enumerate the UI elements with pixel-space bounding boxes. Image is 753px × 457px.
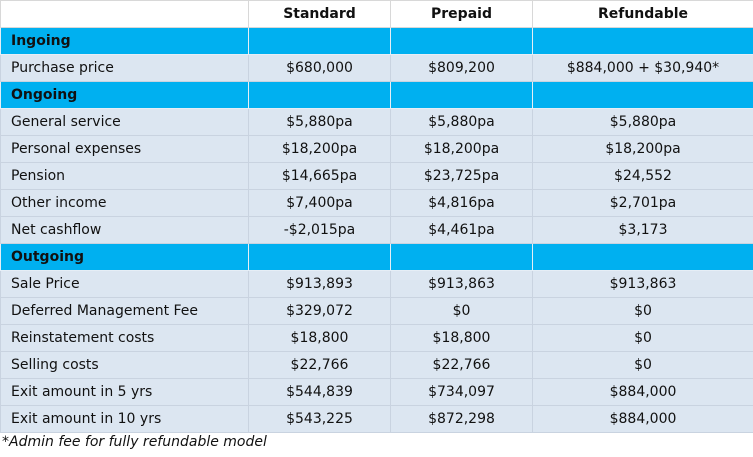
value-cell: $884,000 — [532, 405, 753, 433]
value-cell: $23,725pa — [390, 162, 533, 190]
corner-cell — [0, 0, 249, 28]
section-cell — [390, 27, 533, 55]
row-label: Exit amount in 5 yrs — [0, 378, 249, 406]
data-row: Net cashflow -$2,015pa $4,461pa $3,173 — [0, 216, 753, 244]
row-label: Exit amount in 10 yrs — [0, 405, 249, 433]
data-row: Other income $7,400pa $4,816pa $2,701pa — [0, 189, 753, 217]
value-cell: $22,766 — [248, 351, 391, 379]
row-label: Deferred Management Fee — [0, 297, 249, 325]
section-cell — [248, 27, 391, 55]
data-row: General service $5,880pa $5,880pa $5,880pa — [0, 108, 753, 136]
data-row: Selling costs $22,766 $22,766 $0 — [0, 351, 753, 379]
value-cell: $680,000 — [248, 54, 391, 82]
row-label: Other income — [0, 189, 249, 217]
data-row: Personal expenses $18,200pa $18,200pa $18,2… — [0, 135, 753, 163]
data-row: Exit amount in 10 yrs $543,225 $872,298 $88… — [0, 405, 753, 433]
value-cell: $544,839 — [248, 378, 391, 406]
data-row: Exit amount in 5 yrs $544,839 $734,097 $884… — [0, 378, 753, 406]
value-cell: $4,461pa — [390, 216, 533, 244]
value-cell: $884,000 + $30,940* — [532, 54, 753, 82]
value-cell: $543,225 — [248, 405, 391, 433]
row-label: Purchase price — [0, 54, 249, 82]
value-cell: $913,893 — [248, 270, 391, 298]
value-cell: $18,200pa — [390, 135, 533, 163]
value-cell: $5,880pa — [532, 108, 753, 136]
footnote: *Admin fee for fully refundable model — [2, 434, 267, 450]
table-body: Standard Prepaid Refundable Ingoing Purchase… — [0, 0, 753, 433]
section-cell — [390, 81, 533, 109]
comparison-table: Standard Prepaid Refundable Ingoing Purchase… — [0, 0, 753, 433]
header-row: Standard Prepaid Refundable — [0, 0, 753, 28]
value-cell: $329,072 — [248, 297, 391, 325]
value-cell: $734,097 — [390, 378, 533, 406]
section-cell — [248, 243, 391, 271]
value-cell: $0 — [532, 351, 753, 379]
column-header: Standard — [248, 0, 391, 28]
value-cell: $913,863 — [390, 270, 533, 298]
row-label: Reinstatement costs — [0, 324, 249, 352]
section-title: Outgoing — [0, 243, 249, 271]
value-cell: $0 — [532, 297, 753, 325]
value-cell: $884,000 — [532, 378, 753, 406]
section-title: Ongoing — [0, 81, 249, 109]
data-row: Purchase price $680,000 $809,200 $884,000 +… — [0, 54, 753, 82]
value-cell: $2,701pa — [532, 189, 753, 217]
section-row: Outgoing — [0, 243, 753, 271]
value-cell: $4,816pa — [390, 189, 533, 217]
value-cell: $18,800 — [248, 324, 391, 352]
section-row: Ongoing — [0, 81, 753, 109]
row-label: Pension — [0, 162, 249, 190]
value-cell: $0 — [390, 297, 533, 325]
value-cell: $872,298 — [390, 405, 533, 433]
value-cell: $913,863 — [532, 270, 753, 298]
section-cell — [532, 81, 753, 109]
data-row: Pension $14,665pa $23,725pa $24,552 — [0, 162, 753, 190]
row-label: Sale Price — [0, 270, 249, 298]
value-cell: $5,880pa — [248, 108, 391, 136]
column-header: Prepaid — [390, 0, 533, 28]
row-label: Personal expenses — [0, 135, 249, 163]
value-cell: $3,173 — [532, 216, 753, 244]
value-cell: $24,552 — [532, 162, 753, 190]
value-cell: -$2,015pa — [248, 216, 391, 244]
value-cell: $18,200pa — [532, 135, 753, 163]
value-cell: $22,766 — [390, 351, 533, 379]
row-label: General service — [0, 108, 249, 136]
value-cell: $18,200pa — [248, 135, 391, 163]
value-cell: $0 — [532, 324, 753, 352]
column-header: Refundable — [532, 0, 753, 28]
section-row: Ingoing — [0, 27, 753, 55]
section-cell — [532, 27, 753, 55]
value-cell: $14,665pa — [248, 162, 391, 190]
section-title: Ingoing — [0, 27, 249, 55]
value-cell: $809,200 — [390, 54, 533, 82]
data-row: Reinstatement costs $18,800 $18,800 $0 — [0, 324, 753, 352]
row-label: Selling costs — [0, 351, 249, 379]
section-cell — [390, 243, 533, 271]
value-cell: $18,800 — [390, 324, 533, 352]
value-cell: $5,880pa — [390, 108, 533, 136]
section-cell — [532, 243, 753, 271]
data-row: Sale Price $913,893 $913,863 $913,863 — [0, 270, 753, 298]
data-row: Deferred Management Fee $329,072 $0 $0 — [0, 297, 753, 325]
row-label: Net cashflow — [0, 216, 249, 244]
value-cell: $7,400pa — [248, 189, 391, 217]
section-cell — [248, 81, 391, 109]
